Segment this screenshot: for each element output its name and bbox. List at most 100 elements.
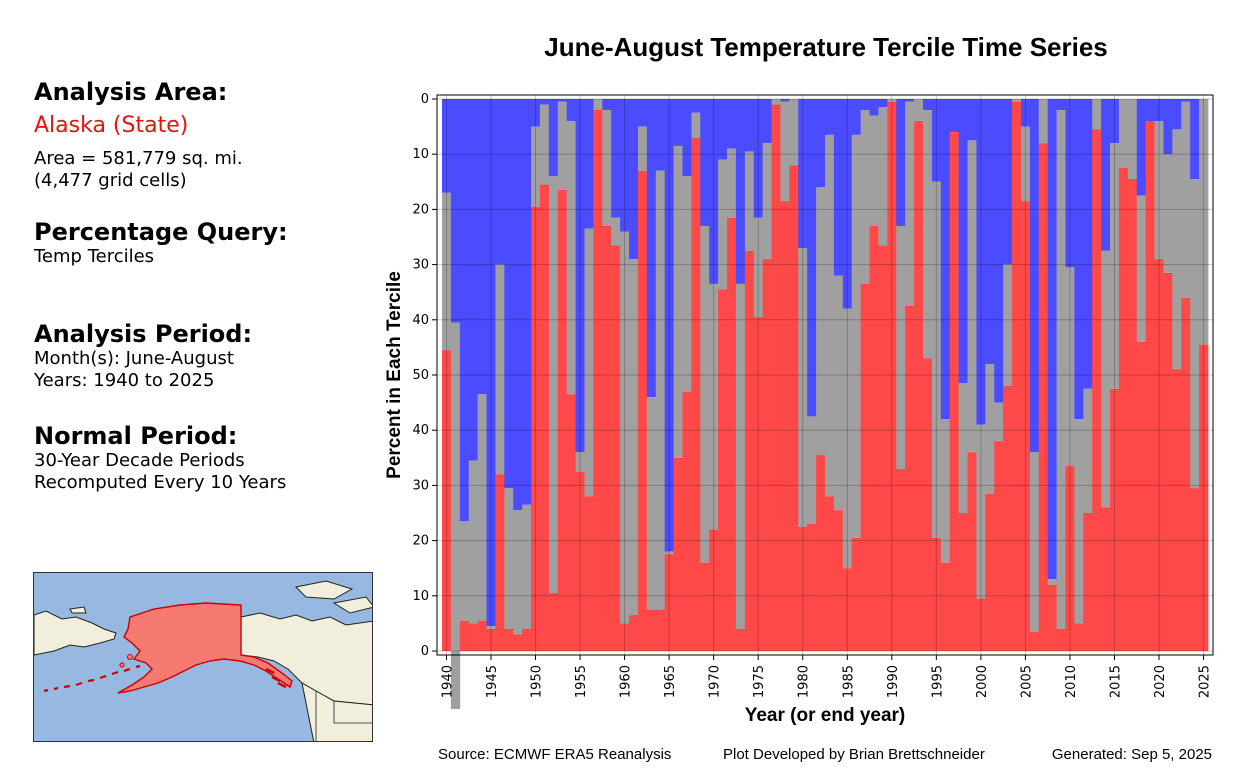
bar-below-normal-1973 bbox=[735, 99, 746, 284]
bar-above-normal-1994 bbox=[922, 358, 933, 651]
bar-near-normal-1979 bbox=[789, 99, 799, 166]
bar-above-normal-2005 bbox=[1020, 201, 1031, 651]
bar-near-normal-1999 bbox=[967, 140, 977, 453]
bar-near-normal-2012 bbox=[1083, 388, 1093, 513]
x-tick-label: 1990 bbox=[886, 665, 901, 698]
bar-near-normal-1954 bbox=[566, 121, 577, 395]
bar-above-normal-1940 bbox=[442, 350, 452, 651]
bar-near-normal-1994 bbox=[922, 110, 933, 359]
bar-near-normal-1980 bbox=[798, 248, 808, 527]
map-siberia bbox=[34, 610, 117, 656]
bar-below-normal-1969 bbox=[700, 99, 710, 226]
bar-above-normal-1950 bbox=[531, 206, 541, 651]
map-island-dot bbox=[119, 662, 125, 668]
bar-above-normal-1969 bbox=[700, 562, 710, 651]
plot-frame bbox=[436, 94, 1214, 656]
bar-above-normal-1968 bbox=[691, 137, 701, 651]
bar-near-normal-1945 bbox=[486, 626, 496, 629]
y-axis-label: Percent in Each Tercile bbox=[384, 271, 405, 479]
bar-near-normal-2005 bbox=[1020, 126, 1031, 202]
x-tick-label: 1975 bbox=[752, 665, 767, 698]
bar-below-normal-1966 bbox=[673, 99, 683, 146]
bar-below-normal-1968 bbox=[691, 99, 701, 113]
bar-below-normal-1988 bbox=[869, 99, 879, 116]
bar-above-normal-1998 bbox=[958, 513, 968, 651]
bar-near-normal-1974 bbox=[744, 151, 755, 251]
bar-near-normal-1977 bbox=[771, 99, 781, 105]
bar-above-normal-1977 bbox=[771, 104, 781, 651]
bar-near-normal-2020 bbox=[1154, 121, 1164, 260]
bar-near-normal-1959 bbox=[611, 217, 621, 246]
y-tick-label: 0 bbox=[421, 644, 429, 659]
map-state-lines bbox=[315, 691, 372, 741]
bar-above-normal-1970 bbox=[709, 529, 719, 651]
bar-near-normal-2008 bbox=[1047, 579, 1057, 585]
bar-near-normal-1950 bbox=[531, 126, 541, 207]
bar-above-normal-1954 bbox=[566, 394, 577, 651]
map-arctic-island bbox=[332, 596, 372, 614]
bar-near-normal-2010 bbox=[1065, 267, 1075, 467]
bar-above-normal-1997 bbox=[949, 132, 960, 651]
percentage-query-value: Temp Terciles bbox=[34, 246, 155, 267]
bar-above-normal-1992 bbox=[905, 306, 915, 651]
bar-below-normal-2018 bbox=[1136, 99, 1147, 196]
bar-below-normal-1972 bbox=[727, 99, 737, 149]
bar-above-normal-1951 bbox=[539, 184, 550, 651]
bar-near-normal-1965 bbox=[664, 551, 674, 555]
bar-below-normal-1943 bbox=[468, 99, 479, 461]
bar-near-normal-2003 bbox=[1003, 264, 1013, 387]
bar-near-normal-2009 bbox=[1056, 110, 1066, 629]
bar-above-normal-1956 bbox=[584, 496, 594, 651]
bar-near-normal-1995 bbox=[931, 181, 942, 538]
bar-above-normal-2017 bbox=[1127, 179, 1138, 652]
x-tick-label: 1965 bbox=[663, 665, 678, 698]
bar-below-normal-1996 bbox=[940, 99, 951, 420]
bar-near-normal-1943 bbox=[468, 460, 479, 624]
bar-below-normal-1976 bbox=[762, 99, 772, 144]
bar-above-normal-1943 bbox=[468, 623, 479, 651]
bar-near-normal-2018 bbox=[1136, 195, 1147, 342]
bar-near-normal-1992 bbox=[905, 101, 915, 306]
bar-above-normal-2015 bbox=[1110, 388, 1120, 651]
bar-above-normal-2023 bbox=[1181, 297, 1191, 651]
bar-below-normal-1950 bbox=[531, 99, 541, 127]
bar-above-normal-1984 bbox=[833, 510, 844, 651]
bar-above-normal-1983 bbox=[825, 496, 835, 651]
bar-below-normal-2006 bbox=[1029, 99, 1040, 453]
x-tick-label: 1980 bbox=[797, 665, 812, 698]
bar-near-normal-1967 bbox=[682, 176, 692, 392]
bar-near-normal-2002 bbox=[994, 402, 1004, 442]
bar-above-normal-2025 bbox=[1199, 344, 1209, 651]
footer-developer: Plot Developed by Brian Brettschneider bbox=[723, 746, 985, 763]
bar-near-normal-1985 bbox=[842, 308, 853, 569]
bar-near-normal-1993 bbox=[914, 99, 924, 122]
bar-above-normal-2002 bbox=[994, 441, 1004, 651]
bar-below-normal-1941 bbox=[450, 99, 461, 323]
bar-near-normal-1969 bbox=[700, 225, 710, 563]
x-tick-label: 1985 bbox=[841, 665, 856, 698]
x-tick-label: 1940 bbox=[440, 665, 455, 698]
x-tick-label: 1970 bbox=[708, 665, 723, 698]
y-tick-label: 30 bbox=[412, 478, 429, 493]
bar-above-normal-1972 bbox=[727, 217, 737, 651]
bar-near-normal-1970 bbox=[709, 283, 719, 530]
bar-near-normal-1973 bbox=[735, 283, 746, 629]
bar-above-normal-1985 bbox=[842, 568, 853, 651]
bar-above-normal-2022 bbox=[1172, 369, 1182, 651]
bar-above-normal-2020 bbox=[1154, 259, 1164, 651]
bar-above-normal-2013 bbox=[1092, 129, 1102, 652]
bar-below-normal-1984 bbox=[833, 99, 844, 276]
bar-near-normal-2000 bbox=[976, 424, 986, 599]
bar-above-normal-1996 bbox=[940, 562, 951, 651]
bar-near-normal-2021 bbox=[1163, 154, 1173, 273]
bar-above-normal-2000 bbox=[976, 598, 986, 651]
bar-below-normal-1983 bbox=[825, 99, 835, 135]
bar-below-normal-1963 bbox=[646, 99, 657, 398]
bar-above-normal-1967 bbox=[682, 391, 692, 651]
bar-above-normal-1973 bbox=[735, 628, 746, 651]
bar-above-normal-1980 bbox=[798, 526, 808, 651]
bar-near-normal-1952 bbox=[548, 176, 559, 594]
x-axis-label: Year (or end year) bbox=[745, 705, 906, 726]
bar-below-normal-1948 bbox=[513, 99, 523, 511]
bar-near-normal-1960 bbox=[620, 231, 630, 624]
